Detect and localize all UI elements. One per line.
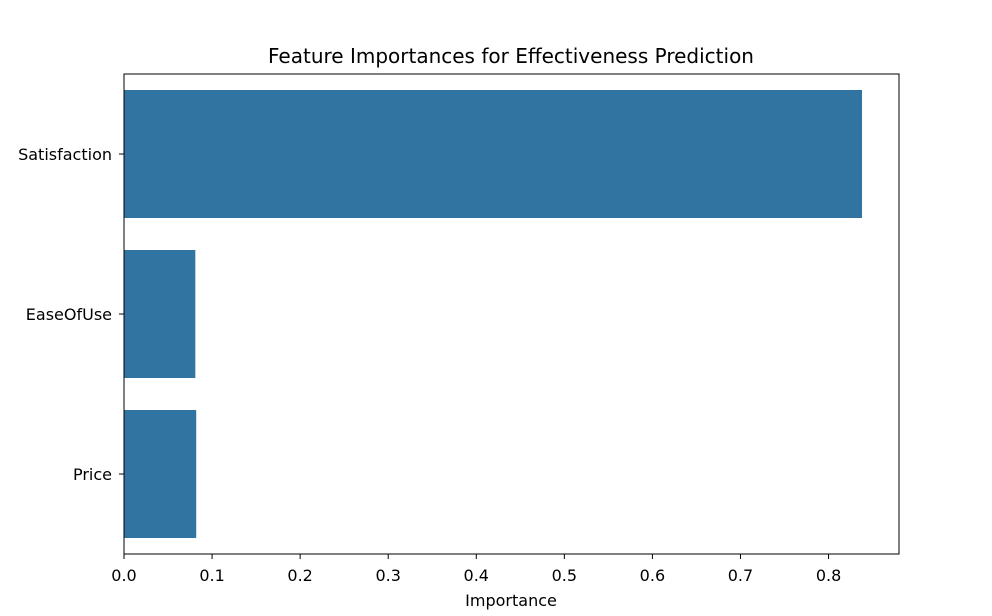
y-tick-label: EaseOfUse [26, 305, 112, 324]
bar-easeofuse [124, 250, 196, 378]
x-tick-label: 0.8 [816, 566, 841, 585]
x-tick-label: 0.1 [199, 566, 224, 585]
x-tick-label: 0.4 [464, 566, 489, 585]
bar-satisfaction [124, 90, 863, 218]
y-tick-label: Price [73, 465, 112, 484]
x-tick-label: 0.3 [375, 566, 400, 585]
x-tick-label: 0.6 [640, 566, 665, 585]
bars-group [124, 90, 863, 538]
x-tick-label: 0.5 [552, 566, 577, 585]
y-tick-label: Satisfaction [18, 145, 112, 164]
chart-title: Feature Importances for Effectiveness Pr… [268, 44, 754, 68]
plot-frame [123, 73, 900, 555]
x-tick-label: 0.0 [111, 566, 136, 585]
x-axis-ticks: 0.0 0.1 0.2 0.3 0.4 0.5 0.6 0.7 0.8 [111, 554, 841, 585]
x-axis-label: Importance [465, 591, 557, 610]
x-tick-label: 0.2 [287, 566, 312, 585]
x-tick-label: 0.7 [728, 566, 753, 585]
y-axis-ticks: Satisfaction EaseOfUse Price [18, 145, 124, 484]
bar-price [124, 410, 197, 538]
